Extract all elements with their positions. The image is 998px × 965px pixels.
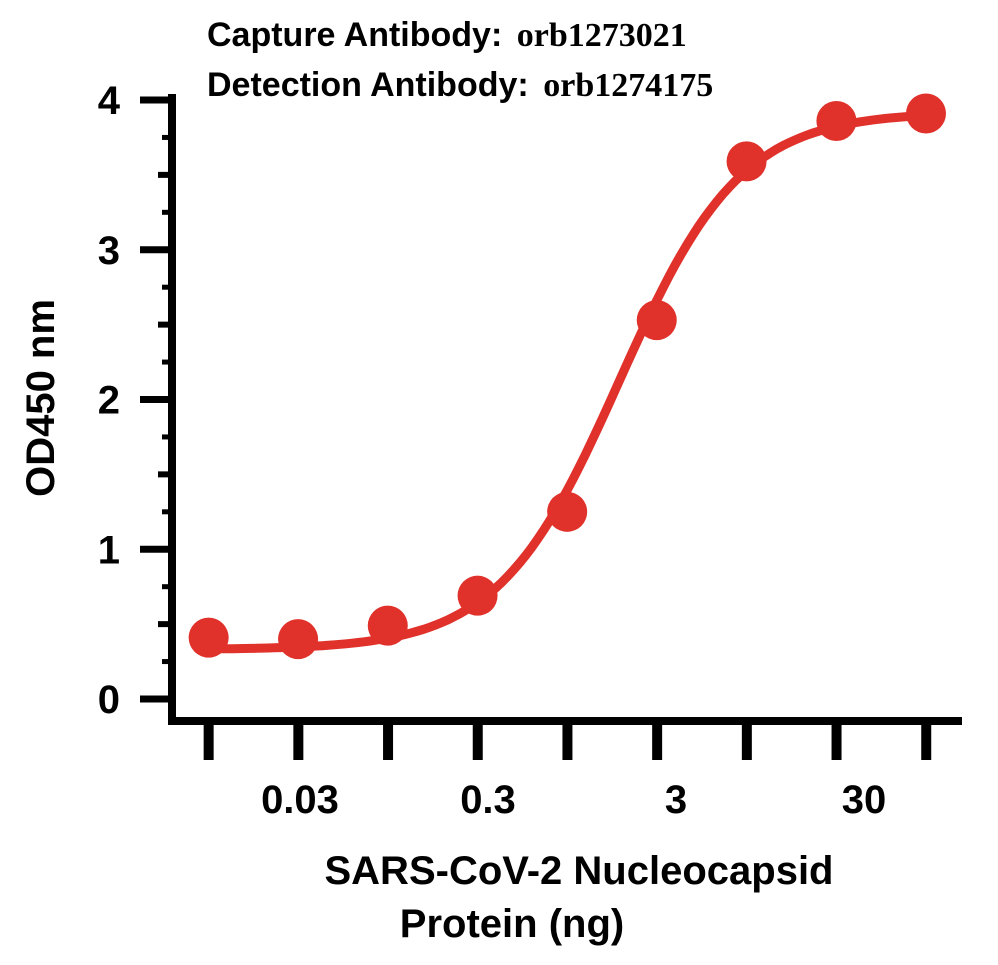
y-tick-label: 0 — [98, 678, 120, 722]
y-axis-label: OD450 nm — [19, 299, 63, 497]
y-tick-label: 2 — [98, 379, 120, 423]
capture-label: Capture Antibody: — [207, 16, 502, 54]
fit-curve — [204, 110, 931, 654]
x-tick-label: 0.03 — [261, 778, 339, 822]
data-point — [636, 300, 677, 341]
y-tick-label: 4 — [98, 79, 121, 123]
capture-antibody-line: Capture Antibody: orb1273021 — [207, 16, 687, 54]
data-point — [816, 100, 857, 141]
detection-value: orb1274175 — [543, 67, 713, 104]
y-tick-label: 3 — [98, 229, 120, 273]
data-point — [457, 575, 498, 616]
data-point — [905, 93, 946, 134]
data-point — [726, 141, 767, 182]
series-layer — [188, 93, 946, 660]
x-ticks: 0.030.3330300 — [203, 721, 932, 822]
y-ticks: 0 1 2 3 4 — [98, 79, 172, 722]
y-tick-label: 1 — [98, 528, 120, 572]
x-tick-label: 0.3 — [460, 778, 516, 822]
data-point — [547, 491, 588, 532]
detection-antibody-line: Detection Antibody: orb1274175 — [207, 66, 713, 104]
detection-label: Detection Antibody: — [207, 66, 529, 104]
x-tick-label: 30 — [842, 778, 887, 822]
x-axis-label-line1: SARS-CoV-2 Nucleocapsid — [324, 849, 833, 893]
x-tick-label: 3 — [665, 778, 687, 822]
capture-value: orb1273021 — [517, 17, 687, 54]
data-point — [278, 619, 319, 660]
x-axis-label-line2: Protein (ng) — [400, 902, 624, 946]
data-point — [367, 605, 408, 646]
data-point — [188, 617, 229, 658]
